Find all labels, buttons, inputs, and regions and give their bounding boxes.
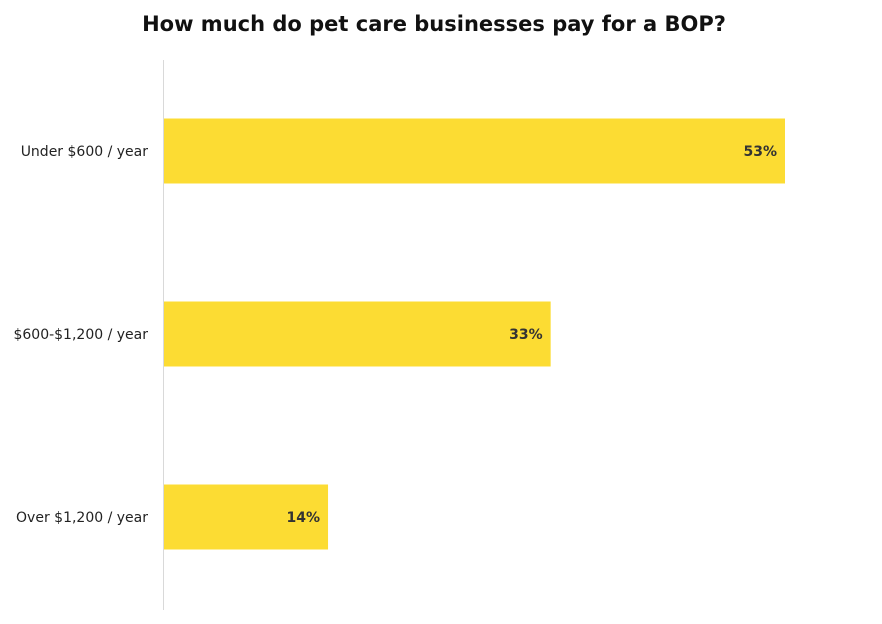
chart-title: How much do pet care businesses pay for … <box>142 12 726 36</box>
bar-2 <box>164 484 329 550</box>
value-label-2: 14% <box>287 510 321 526</box>
category-label-2: Over $1,200 / year <box>16 510 148 526</box>
bar-0 <box>164 118 785 184</box>
value-label-0: 53% <box>743 144 777 160</box>
value-label-1: 33% <box>509 327 543 343</box>
bars-layer: Under $600 / year 53% $600-$1,200 / year 33… <box>13 118 785 550</box>
category-label-0: Under $600 / year <box>21 144 149 160</box>
bar-1 <box>164 301 551 367</box>
category-label-1: $600-$1,200 / year <box>13 327 148 343</box>
